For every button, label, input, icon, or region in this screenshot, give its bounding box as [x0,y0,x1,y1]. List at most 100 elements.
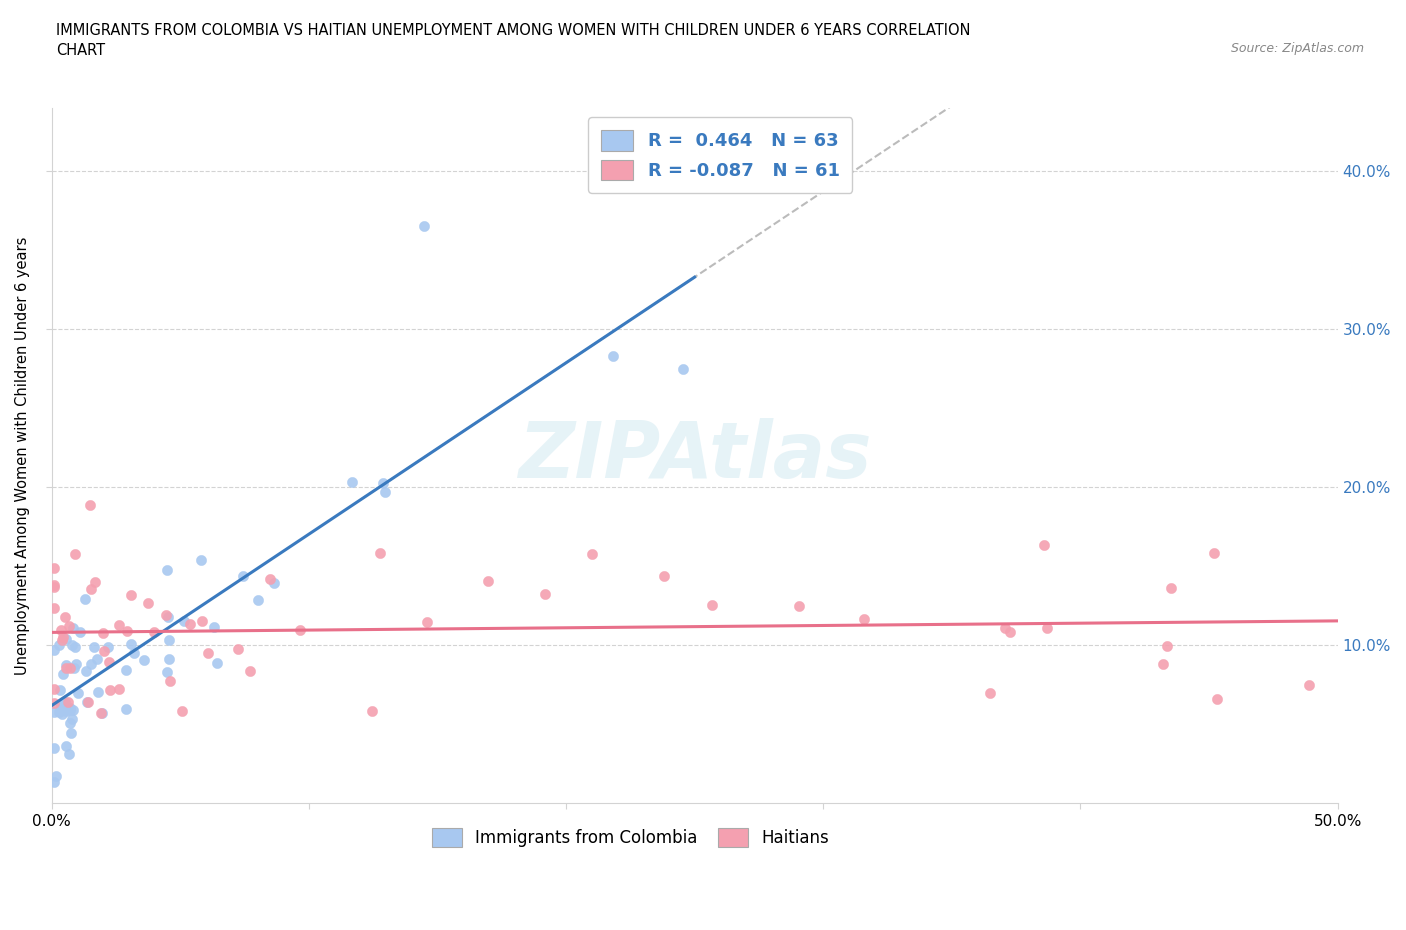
Point [63,661,86,676]
Legend: Immigrants from Colombia, Haitians: Immigrants from Colombia, Haitians [422,818,838,857]
Point [87,684,110,699]
Point [52,667,75,682]
Point [477,573,499,588]
Point [672,362,695,377]
Point [42,775,65,790]
Point [76,695,98,710]
Point [84,575,107,590]
Point [75,663,97,678]
Point [652,569,675,584]
Point [413,219,436,234]
Point [371,475,394,490]
Point [42,579,65,594]
Point [259,572,281,587]
Point [156,562,179,577]
Point [159,674,181,689]
Point [202,619,225,634]
Point [122,645,145,660]
Point [190,614,212,629]
Point [76,694,98,709]
Point [702,598,724,613]
Point [120,588,142,603]
Point [42,643,65,658]
Point [1204,546,1226,561]
Point [115,624,138,639]
Point [51,698,73,712]
Point [42,561,65,576]
Point [97,640,120,655]
Point [190,552,212,567]
Text: IMMIGRANTS FROM COLOMBIA VS HAITIAN UNEMPLOYMENT AMONG WOMEN WITH CHILDREN UNDER: IMMIGRANTS FROM COLOMBIA VS HAITIAN UNEM… [56,23,970,58]
Point [52,630,75,644]
Point [107,681,129,696]
Point [374,485,396,499]
Point [60,637,83,652]
Point [59,716,82,731]
Point [979,685,1001,700]
Point [60,711,83,726]
Point [173,614,195,629]
Point [1035,621,1057,636]
Point [80,657,103,671]
Point [58,618,80,633]
Point [263,576,285,591]
Point [238,664,260,679]
Point [48,704,70,719]
Point [58,747,80,762]
Point [62,620,84,635]
Point [42,578,65,592]
Point [79,498,101,512]
Point [51,632,73,647]
Point [1156,638,1178,653]
Point [1152,657,1174,671]
Point [53,695,76,710]
Point [58,660,80,675]
Point [45,768,67,783]
Point [55,658,77,672]
Point [581,547,603,562]
Point [48,683,70,698]
Point [59,703,82,718]
Point [852,612,875,627]
Point [1205,691,1227,706]
Point [98,683,121,698]
Point [246,592,269,607]
Point [90,705,112,720]
Point [994,620,1017,635]
Text: Source: ZipAtlas.com: Source: ZipAtlas.com [1230,42,1364,55]
Point [83,639,105,654]
Point [157,632,180,647]
Point [63,547,86,562]
Point [55,739,77,754]
Point [51,698,73,713]
Point [48,637,70,652]
Point [59,700,82,715]
Point [53,609,76,624]
Point [170,703,193,718]
Point [155,608,177,623]
Point [787,598,810,613]
Point [90,705,112,720]
Point [86,651,108,666]
Point [157,610,180,625]
Point [207,656,229,671]
Point [1298,677,1320,692]
Point [179,617,201,631]
Point [49,622,72,637]
Point [232,568,254,583]
Y-axis label: Unemployment Among Women with Children Under 6 years: Unemployment Among Women with Children U… [15,236,30,675]
Point [288,622,311,637]
Point [98,654,121,669]
Point [42,705,65,720]
Point [136,595,159,610]
Point [132,653,155,668]
Point [197,645,219,660]
Point [42,601,65,616]
Point [42,696,65,711]
Point [142,625,165,640]
Point [157,651,180,666]
Point [360,704,382,719]
Point [62,702,84,717]
Point [1032,538,1054,552]
Point [91,626,114,641]
